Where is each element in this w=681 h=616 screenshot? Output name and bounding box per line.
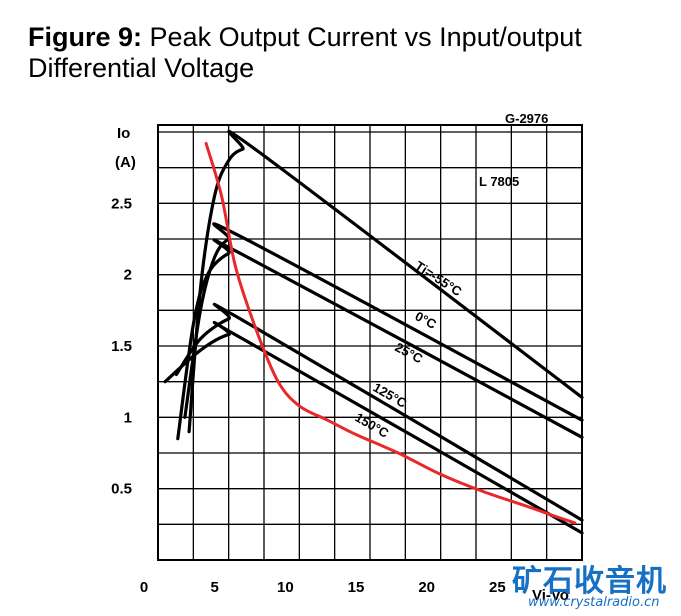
chart-code: G-2976 xyxy=(505,111,548,126)
grid xyxy=(157,124,583,561)
x-tick-label: 0 xyxy=(140,579,148,596)
y-tick-label: 0.5 xyxy=(111,481,132,498)
x-axis-label: Vi-Vo xyxy=(532,587,569,604)
x-tick-label: 20 xyxy=(418,579,435,596)
figure-title: Figure 9: Peak Output Current vs Input/o… xyxy=(28,22,668,84)
y-tick-label: 1.5 xyxy=(111,338,132,355)
x-tick-label: 10 xyxy=(277,579,294,596)
series-line-2 xyxy=(176,238,584,441)
annotation-25c: 25°C xyxy=(393,339,426,366)
annotation-0c: 0°C xyxy=(413,308,440,332)
series-line-4 xyxy=(163,321,584,535)
series-lines xyxy=(163,129,584,535)
watermark-url: www.crystalradio.cn xyxy=(528,595,660,610)
x-tick-label: 5 xyxy=(210,579,218,596)
y-tick-label: 2 xyxy=(124,267,132,284)
x-tick-label: 25 xyxy=(489,579,506,596)
figure-title-text: Peak Output Current vs Input/output Diff… xyxy=(28,22,582,83)
annotation-tj-55: Tj=-55°C xyxy=(412,258,465,300)
y-axis-unit: (A) xyxy=(115,154,136,171)
x-tick-label: 15 xyxy=(348,579,365,596)
tick-labels: 0 5 10 15 20 25 0.5 1 1.5 2 2.5 xyxy=(111,195,506,596)
y-axis-label: Io xyxy=(117,125,130,142)
series-line-load-curve xyxy=(204,141,577,525)
y-tick-label: 1 xyxy=(124,409,132,426)
y-tick-label: 2.5 xyxy=(111,195,132,212)
device-label: L 7805 xyxy=(479,174,519,189)
figure-number: Figure 9: xyxy=(28,22,143,52)
watermark-logo: 矿石收音机 xyxy=(512,564,667,599)
series-line-3 xyxy=(174,302,584,522)
